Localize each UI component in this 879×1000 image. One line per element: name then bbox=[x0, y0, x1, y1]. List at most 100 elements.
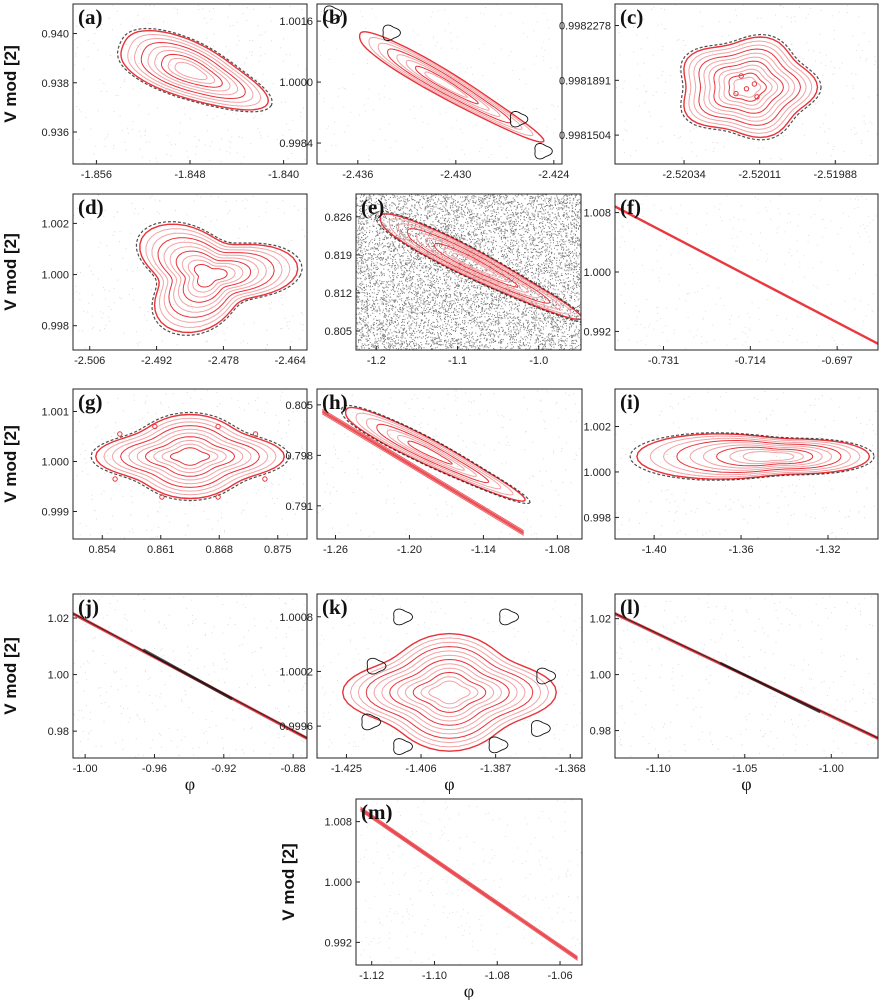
invariant-curve bbox=[167, 57, 216, 84]
invariant-curve bbox=[153, 439, 227, 474]
invariant-curve bbox=[693, 44, 807, 130]
y-tick-label: 0.819 bbox=[324, 250, 352, 262]
invariant-curve bbox=[662, 437, 852, 476]
plot-background bbox=[317, 594, 582, 758]
x-tick-label: -2.436 bbox=[342, 169, 373, 181]
invariant-curve bbox=[742, 451, 795, 462]
phase-portrait bbox=[615, 195, 878, 350]
invariant-curve bbox=[406, 228, 551, 304]
y-tick-label: 1.000 bbox=[583, 467, 611, 479]
y-tick-label: 0.940 bbox=[41, 29, 69, 41]
phase-portrait bbox=[356, 194, 581, 350]
invariant-curve bbox=[729, 448, 804, 465]
invariant-curve bbox=[688, 40, 813, 134]
invariant-curve bbox=[358, 31, 545, 143]
y-tick-label: 0.98 bbox=[48, 726, 69, 738]
x-tick-label: -1.840 bbox=[268, 169, 299, 181]
y-tick-label: 0.9996 bbox=[279, 721, 313, 733]
invariant-curve bbox=[157, 237, 275, 318]
x-tick-label: -1.26 bbox=[323, 544, 348, 556]
plot-background bbox=[615, 389, 878, 539]
island bbox=[262, 476, 268, 482]
y-axis-label: V mod [2] bbox=[1, 637, 20, 714]
y-axis-label: V mod [2] bbox=[1, 45, 20, 122]
y-tick-label: 0.805 bbox=[285, 400, 313, 412]
x-tick-label: -1.10 bbox=[422, 970, 447, 982]
y-tick-label: 0.998 bbox=[583, 512, 611, 524]
invariant-line bbox=[322, 408, 524, 531]
panel-label: (j) bbox=[78, 595, 99, 619]
panel-d: -2.506 -2.492 -2.478 -2.464 1.002 1.000 0.998 (… bbox=[1, 193, 308, 367]
chaotic-boundary bbox=[680, 33, 822, 141]
x-tick-label: 0.861 bbox=[147, 544, 175, 556]
panel-label: (m) bbox=[361, 800, 392, 824]
phase-portrait bbox=[615, 594, 878, 758]
plot-frame bbox=[316, 388, 583, 540]
phase-portrait bbox=[73, 390, 306, 539]
invariant-curve bbox=[443, 247, 508, 283]
island bbox=[509, 111, 529, 128]
island bbox=[754, 94, 760, 100]
x-tick-label: -0.88 bbox=[281, 763, 306, 775]
invariant-curve bbox=[181, 255, 244, 298]
x-tick-label: -1.848 bbox=[174, 169, 205, 181]
invariant-curve bbox=[169, 447, 211, 466]
y-tick-label: 1.002 bbox=[583, 422, 611, 434]
chaotic-boundary bbox=[375, 210, 581, 323]
x-tick-label: -0.731 bbox=[648, 355, 679, 367]
x-tick-label: -2.506 bbox=[74, 355, 105, 367]
y-axis-label: V mod [2] bbox=[1, 425, 20, 502]
x-tick-label: -1.08 bbox=[545, 544, 570, 556]
y-tick-label: 0.992 bbox=[583, 326, 611, 338]
invariant-curve bbox=[345, 406, 526, 502]
x-tick-label: 0.875 bbox=[264, 544, 292, 556]
phase-portrait bbox=[615, 391, 878, 539]
island bbox=[534, 143, 553, 160]
y-tick-label: 0.999 bbox=[41, 507, 69, 519]
plot-frame bbox=[614, 388, 879, 540]
x-tick-label: -0.714 bbox=[735, 355, 766, 367]
panel-m: -1.12 -1.10 -1.08 -1.06 1.008 1.000 0.992 (m) V … bbox=[279, 798, 583, 1000]
panel-label: (b) bbox=[322, 5, 348, 29]
invariant-line bbox=[322, 412, 524, 535]
invariant-curve bbox=[144, 436, 236, 477]
plot-background bbox=[615, 4, 878, 164]
invariant-curve bbox=[683, 36, 819, 139]
invariant-curve bbox=[174, 61, 208, 81]
x-tick-label: -1.856 bbox=[81, 169, 112, 181]
invariant-curve bbox=[723, 68, 773, 106]
invariant-curve bbox=[428, 680, 471, 705]
x-tick-label: -2.52011 bbox=[738, 169, 781, 181]
plot-frame bbox=[614, 3, 879, 165]
panel-j: -1.00 -0.96 -0.92 -0.88 1.02 1.00 0.98 (j) V mod… bbox=[1, 593, 308, 794]
chaotic-boundary bbox=[629, 432, 875, 481]
plot-background bbox=[356, 194, 581, 350]
x-axis-label: φ bbox=[741, 774, 751, 794]
invariant-curve bbox=[698, 48, 802, 126]
y-tick-label: 1.001 bbox=[41, 407, 69, 419]
invariant-curve bbox=[349, 637, 550, 748]
invariant-line bbox=[615, 205, 878, 344]
invariant-curve bbox=[161, 53, 223, 88]
invariant-curve bbox=[379, 213, 581, 321]
invariant-line bbox=[360, 807, 578, 958]
x-tick-label: -2.478 bbox=[208, 355, 239, 367]
plot-frame bbox=[355, 193, 582, 351]
chaotic-boundary bbox=[117, 27, 273, 113]
island bbox=[323, 5, 343, 22]
y-tick-label: 1.000 bbox=[324, 877, 352, 889]
plot-background bbox=[73, 4, 307, 164]
island bbox=[215, 423, 221, 430]
island bbox=[499, 608, 519, 626]
invariant-curve bbox=[187, 259, 236, 293]
invariant-curve bbox=[452, 252, 498, 277]
y-tick-label: 1.002 bbox=[41, 218, 69, 230]
x-tick-label: -2.51988 bbox=[814, 169, 857, 181]
x-tick-label: 0.868 bbox=[205, 544, 233, 556]
invariant-curve bbox=[154, 49, 231, 92]
island bbox=[152, 423, 158, 430]
invariant-curve bbox=[733, 76, 762, 98]
invariant-curve bbox=[388, 218, 572, 315]
island bbox=[215, 494, 221, 500]
invariant-curve bbox=[193, 264, 228, 288]
